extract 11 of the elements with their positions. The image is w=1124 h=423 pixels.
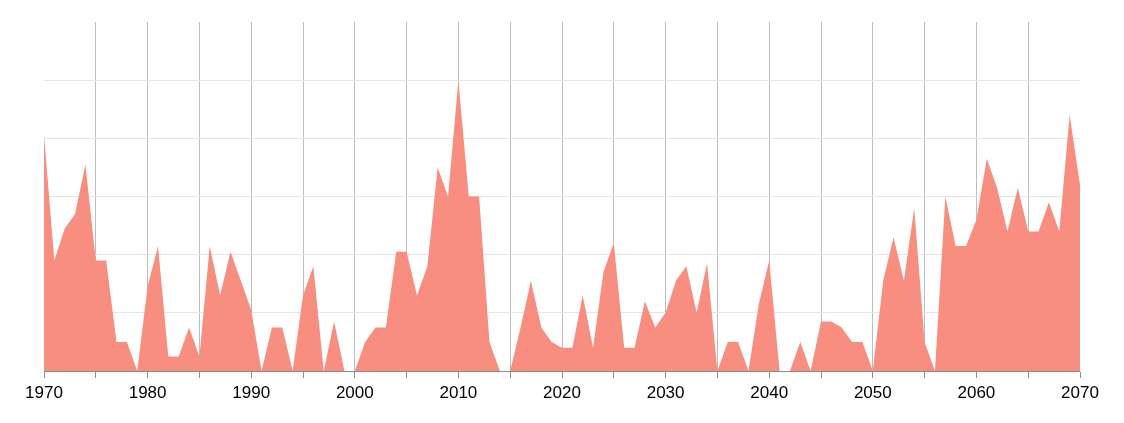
x-tick-label: 2030 <box>646 383 685 403</box>
x-tick-label: 2060 <box>957 383 996 403</box>
x-tick-label: 2010 <box>439 383 478 403</box>
x-tick-label: 2000 <box>335 383 374 403</box>
x-tick-label: 1980 <box>128 383 167 403</box>
x-tick-label: 2050 <box>853 383 892 403</box>
x-tick-label: 2020 <box>543 383 581 403</box>
x-tick-label: 1990 <box>232 383 271 403</box>
x-tick-label: 1970 <box>25 383 63 403</box>
x-tick-label: 2070 <box>1061 383 1099 403</box>
x-tick-label: 2040 <box>750 383 789 403</box>
